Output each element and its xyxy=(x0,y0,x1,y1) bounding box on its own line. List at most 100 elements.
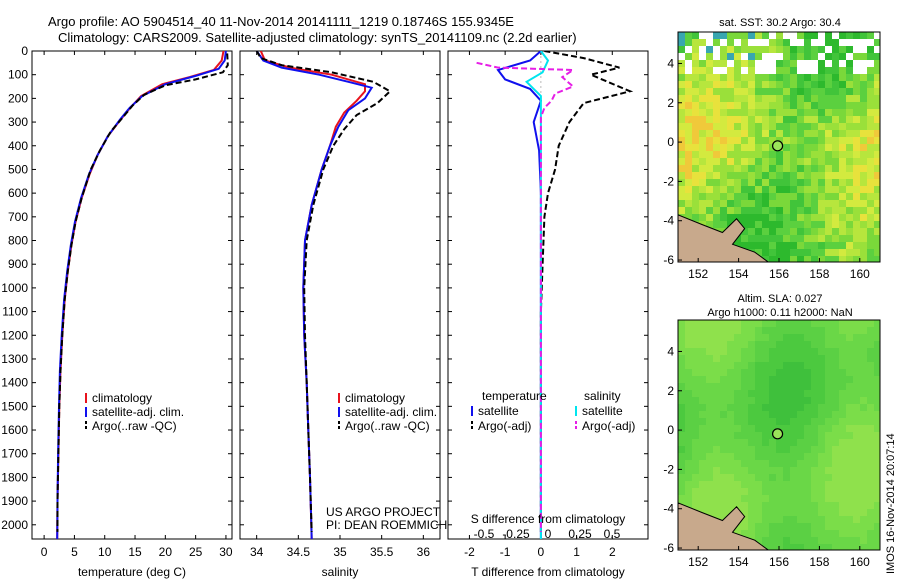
map-cell xyxy=(839,516,847,524)
map-cell xyxy=(748,467,756,475)
map-cell xyxy=(853,453,861,461)
map-cell xyxy=(790,355,798,363)
map-cell xyxy=(769,404,777,412)
map-cell xyxy=(748,509,756,517)
map-cell xyxy=(762,151,770,159)
map-cell xyxy=(678,432,686,440)
map-cell xyxy=(776,523,784,531)
map-cell xyxy=(839,509,847,517)
map-cell xyxy=(720,404,728,412)
map-cell xyxy=(685,495,693,503)
map-cell xyxy=(839,369,847,377)
map-cell xyxy=(797,144,805,152)
map-cell xyxy=(769,369,777,377)
x-tick-label: 20 xyxy=(159,545,173,559)
map-cell xyxy=(853,544,861,550)
map-cell xyxy=(818,249,826,257)
map-cell xyxy=(790,523,798,531)
map-cell xyxy=(839,397,847,405)
map-cell xyxy=(727,376,735,384)
map-cell xyxy=(874,179,880,187)
map-cell xyxy=(783,109,791,117)
map-cell xyxy=(769,102,777,110)
map-cell xyxy=(762,172,770,180)
map-cell xyxy=(839,144,847,152)
map-cell xyxy=(832,228,840,236)
x-tick-label: -1 xyxy=(500,545,511,559)
map-cell xyxy=(692,179,700,187)
map-cell xyxy=(713,495,721,503)
map-cell xyxy=(846,116,854,124)
map-cell xyxy=(713,460,721,468)
map-cell xyxy=(811,165,819,173)
map-cell xyxy=(748,516,756,524)
map-cell xyxy=(776,544,784,550)
map-cell xyxy=(790,172,798,180)
map-cell xyxy=(818,418,826,426)
map-cell xyxy=(790,214,798,222)
map-cell xyxy=(748,214,756,222)
map-cell xyxy=(832,116,840,124)
map-cell xyxy=(692,341,700,349)
map-cell xyxy=(699,467,707,475)
map-cell xyxy=(839,334,847,342)
map-cell xyxy=(713,186,721,194)
map-cell xyxy=(692,320,700,328)
map-cell xyxy=(713,95,721,103)
series-group xyxy=(476,51,634,539)
map-cell xyxy=(839,67,847,75)
map-cell xyxy=(797,404,805,412)
map-cell xyxy=(825,327,833,335)
map-cell xyxy=(860,446,868,454)
map-cell xyxy=(727,341,735,349)
map-cell xyxy=(734,207,742,215)
map-cell xyxy=(853,235,861,243)
map-cell xyxy=(692,32,700,40)
map-cell xyxy=(699,411,707,419)
y-tick-label: 1700 xyxy=(1,447,28,461)
map-cell xyxy=(860,95,868,103)
map-cell xyxy=(790,397,798,405)
map-cell xyxy=(678,130,686,138)
map-cell xyxy=(727,116,735,124)
map-cell xyxy=(811,172,819,180)
map-cell xyxy=(790,186,798,194)
legend-entry: Argo(..raw -QC) xyxy=(92,419,177,433)
map-cell xyxy=(692,432,700,440)
map-cell xyxy=(699,179,707,187)
map-cell xyxy=(748,376,756,384)
map-cell xyxy=(678,481,686,489)
map-cell xyxy=(811,439,819,447)
map-cell xyxy=(825,411,833,419)
map-cell xyxy=(797,214,805,222)
map-cell xyxy=(867,165,875,173)
map-cell xyxy=(706,474,714,482)
map-cell xyxy=(818,151,826,159)
map-cell xyxy=(755,404,763,412)
map-cell xyxy=(755,453,763,461)
map-cell xyxy=(839,488,847,496)
map-cell xyxy=(741,214,749,222)
map-cell xyxy=(846,74,854,82)
map-cell xyxy=(734,144,742,152)
map-cell xyxy=(832,320,840,328)
map-cell xyxy=(804,95,812,103)
y-tick-label: 1800 xyxy=(1,470,28,484)
map-cell xyxy=(741,151,749,159)
map-cell xyxy=(692,53,700,61)
map-cell xyxy=(783,341,791,349)
map-cell xyxy=(727,46,735,54)
map-cell xyxy=(818,123,826,131)
map-cell xyxy=(874,418,880,426)
map-cell xyxy=(804,151,812,159)
map-cell xyxy=(860,320,868,328)
map-cell xyxy=(867,67,875,75)
map-cell xyxy=(832,425,840,433)
map-cell xyxy=(804,123,812,131)
map-cell xyxy=(797,256,805,262)
map-cell xyxy=(783,509,791,517)
map-cell xyxy=(867,495,875,503)
map-cell xyxy=(783,165,791,173)
map-cell xyxy=(818,53,826,61)
map-cell xyxy=(706,214,714,222)
